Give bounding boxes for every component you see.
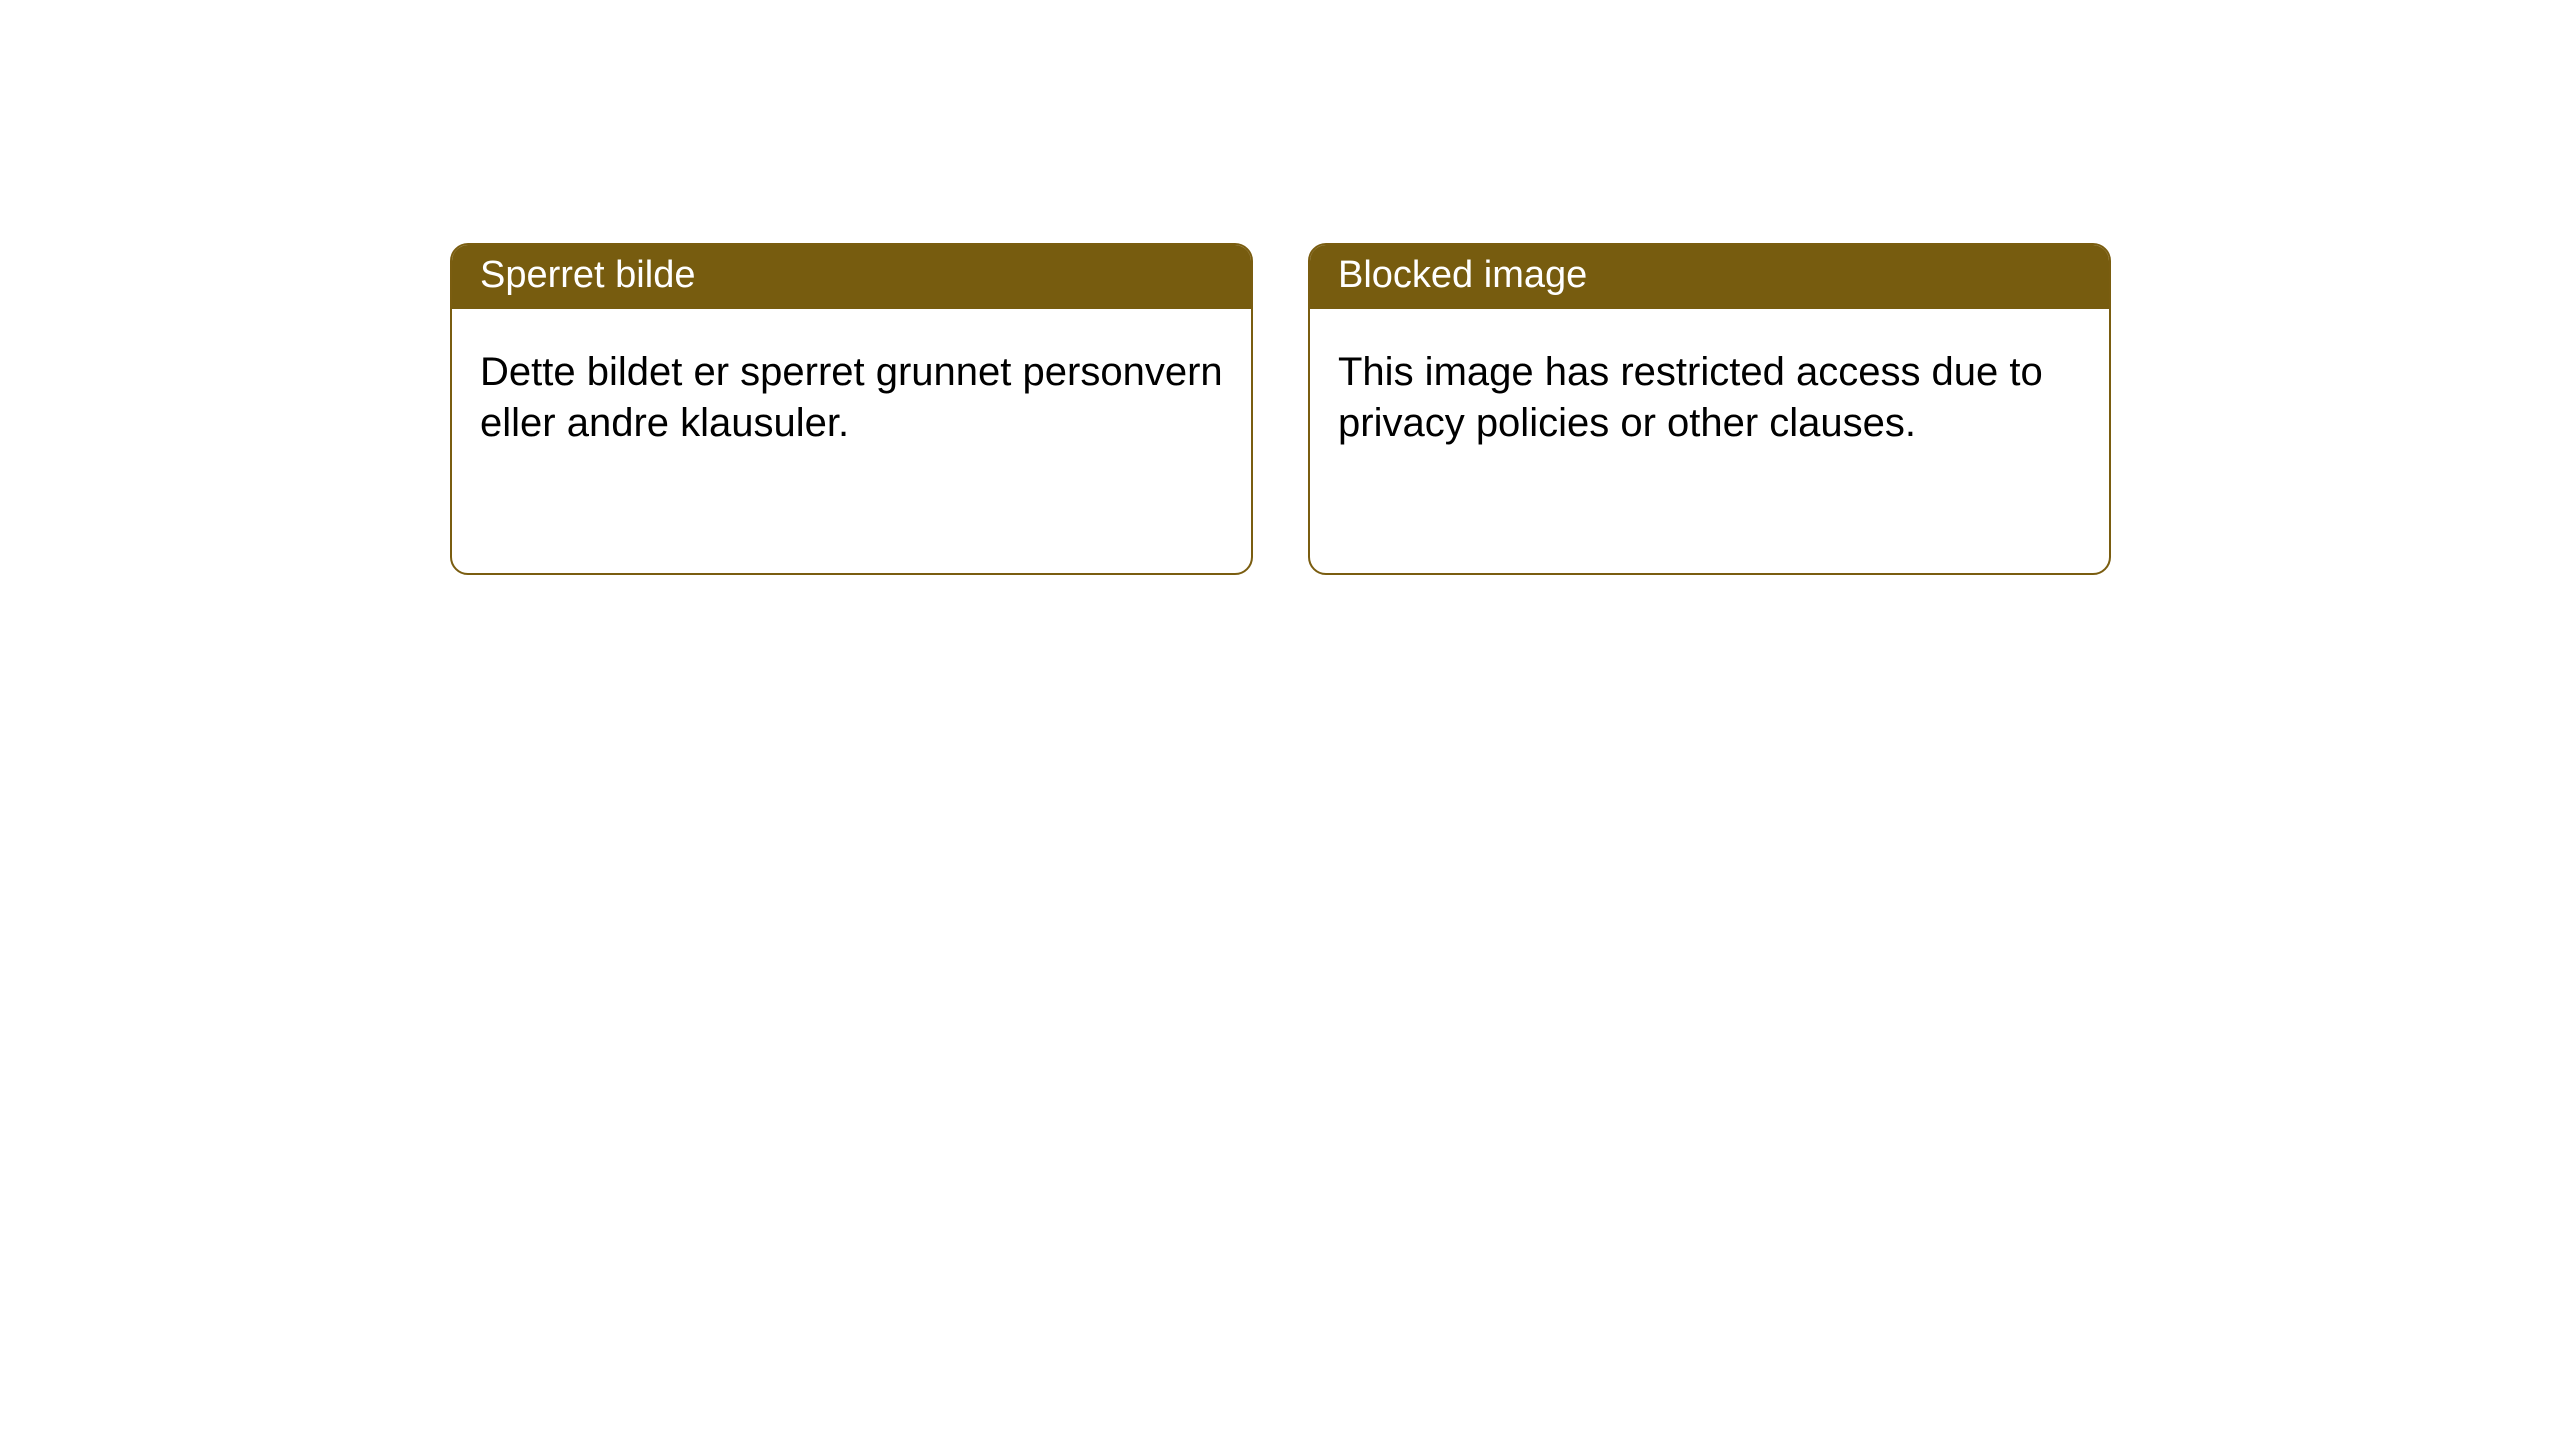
- notice-cards-container: Sperret bilde Dette bildet er sperret gr…: [0, 0, 2560, 575]
- notice-card-norwegian: Sperret bilde Dette bildet er sperret gr…: [450, 243, 1253, 575]
- notice-card-body: This image has restricted access due to …: [1310, 309, 2109, 477]
- notice-card-body: Dette bildet er sperret grunnet personve…: [452, 309, 1251, 477]
- notice-card-english: Blocked image This image has restricted …: [1308, 243, 2111, 575]
- notice-card-title: Blocked image: [1310, 245, 2109, 309]
- notice-card-title: Sperret bilde: [452, 245, 1251, 309]
